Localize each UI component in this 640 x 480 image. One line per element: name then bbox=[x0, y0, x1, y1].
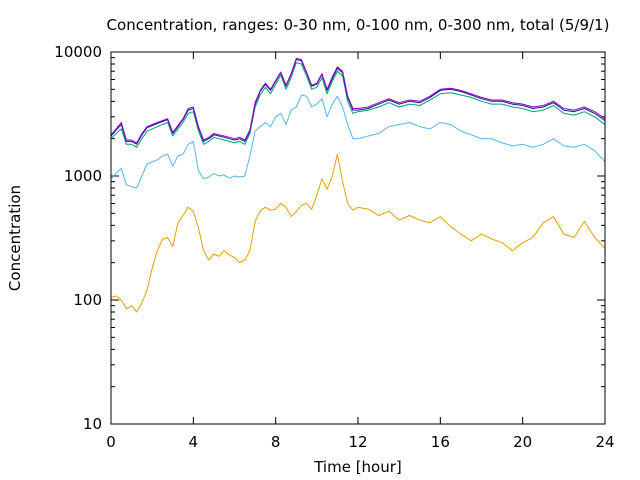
series-line-4 bbox=[110, 59, 606, 145]
y-tick-label: 10000 bbox=[54, 43, 102, 61]
plot-frame bbox=[110, 51, 606, 425]
y-tick-label: 1000 bbox=[64, 167, 102, 185]
x-tick-label: 24 bbox=[595, 433, 614, 451]
y-tick-label: 100 bbox=[73, 291, 102, 309]
series-line-5 bbox=[110, 57, 606, 144]
x-tick-label: 20 bbox=[513, 433, 532, 451]
axis-ticks: 0 4 8 12 16 20 24 10 100 1000 10000 bbox=[54, 43, 614, 451]
series-line-3 bbox=[110, 62, 606, 148]
x-tick-label: 8 bbox=[271, 433, 281, 451]
chart-title: Concentration, ranges: 0-30 nm, 0-100 nm… bbox=[107, 16, 610, 34]
y-tick-label: 10 bbox=[83, 415, 102, 433]
y-axis-label: Concentration bbox=[6, 185, 24, 291]
x-tick-label: 0 bbox=[106, 433, 116, 451]
x-axis-label: Time [hour] bbox=[313, 458, 402, 476]
x-tick-label: 16 bbox=[431, 433, 450, 451]
x-tick-label: 12 bbox=[348, 433, 367, 451]
series-lines bbox=[110, 57, 606, 313]
series-line-2 bbox=[110, 94, 606, 189]
x-tick-label: 4 bbox=[189, 433, 199, 451]
series-line-1 bbox=[110, 153, 606, 313]
